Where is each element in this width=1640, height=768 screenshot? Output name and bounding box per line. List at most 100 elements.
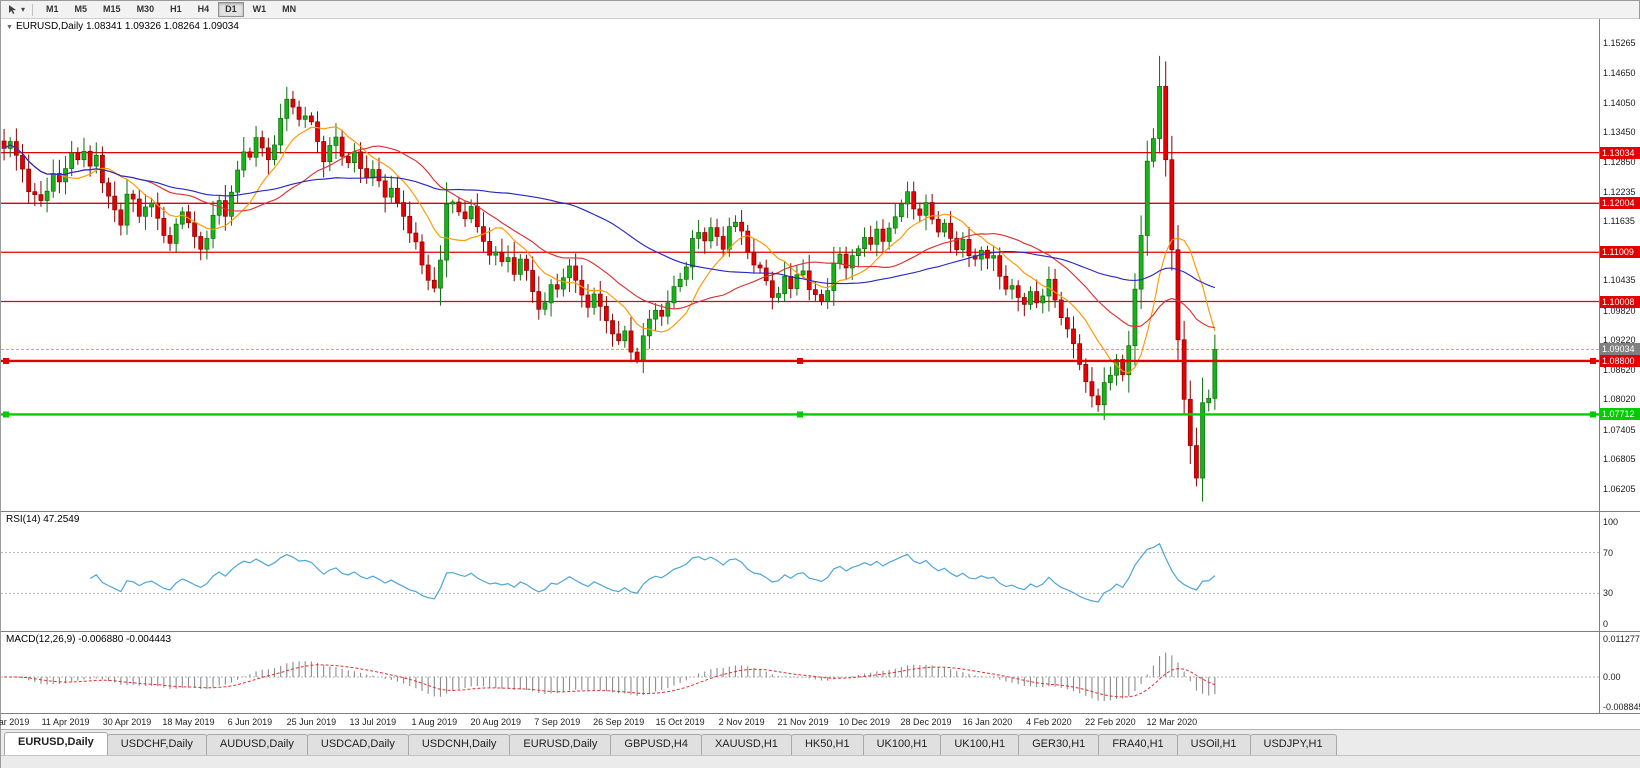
time-axis[interactable]: 23 Mar 2019 11 Apr 2019 30 Apr 2019 18 May …: [0, 713, 1640, 729]
timeframe-button-mn[interactable]: MN: [282, 4, 297, 14]
price-tag: 1.11009: [1600, 246, 1640, 259]
price-tag: 1.07712: [1600, 408, 1640, 421]
timeframe-button-m30[interactable]: M30: [136, 4, 155, 14]
axis-tick: 1.09220: [1603, 335, 1636, 346]
axis-tick: 1.14650: [1603, 68, 1636, 79]
timeframe-button-m1[interactable]: M1: [46, 4, 59, 14]
chart-tab-eurusd-daily[interactable]: EURUSD,Daily: [509, 734, 612, 755]
macd-histogram: [9, 652, 1216, 701]
dropdown-caret-icon[interactable]: ▾: [21, 5, 26, 14]
chart-tab-usdcad-daily[interactable]: USDCAD,Daily: [306, 734, 409, 755]
date-label: 15 Oct 2019: [655, 717, 705, 727]
axis-tick: 1.10435: [1603, 275, 1636, 286]
status-bar: [1, 755, 1640, 768]
axis-tick: 1.12235: [1603, 186, 1636, 197]
date-label: 20 Aug 2019: [470, 717, 522, 727]
timeframe-button-group: M1 M5 M15 M30 H1 H4 D1 W1 MN: [38, 2, 304, 17]
chart-symbol: EURUSD,Daily: [15, 21, 84, 32]
axis-tick: 1.14050: [1603, 97, 1636, 108]
axis-tick: 1.07405: [1603, 424, 1636, 435]
toolbar-separator: [32, 3, 34, 16]
price-axis[interactable]: 1.15265 1.14650 1.14050 1.13450 1.12850 1.122…: [1599, 19, 1640, 511]
price-tag: 1.10008: [1600, 295, 1640, 308]
axis-tick: 100: [1603, 517, 1619, 527]
line-handle[interactable]: [1590, 357, 1596, 364]
moving-average-10: [3, 126, 1216, 374]
line-handle[interactable]: [797, 357, 803, 364]
date-label: 25 Jun 2019: [286, 717, 337, 727]
chart-tab-ger30-h1[interactable]: GER30,H1: [1018, 734, 1100, 755]
chart-tab-gbpusd-h4[interactable]: GBPUSD,H4: [610, 734, 702, 755]
chart-tab-usdjpy-h1[interactable]: USDJPY,H1: [1249, 734, 1337, 755]
candlesticks[interactable]: [1, 55, 1218, 502]
timeframe-button-h1[interactable]: H1: [170, 4, 182, 14]
line-handle[interactable]: [3, 357, 9, 364]
rsi-value: 47.2549: [43, 514, 80, 525]
rsi-name: RSI(14): [6, 514, 41, 525]
chart-tab-usoil-h1[interactable]: USOil,H1: [1176, 734, 1251, 755]
chart-tabbar: EURUSD,Daily USDCHF,Daily AUDUSD,Daily USDC…: [1, 729, 1640, 755]
axis-tick: 0.00: [1603, 672, 1621, 683]
axis-tick: 70: [1603, 547, 1614, 558]
cursor-icon[interactable]: [5, 3, 21, 17]
axis-tick: 30: [1603, 588, 1614, 599]
chart-tab-xauusd-h1[interactable]: XAUUSD,H1: [700, 734, 792, 755]
chart-tab-hk50-h1[interactable]: HK50,H1: [790, 734, 864, 755]
line-handle[interactable]: [1590, 411, 1596, 418]
chart-title: ▼ EURUSD,Daily 1.08341 1.09326 1.08264 1.…: [6, 21, 239, 32]
date-label: 26 Sep 2019: [593, 717, 645, 727]
price-chart-canvas[interactable]: [1, 19, 1599, 511]
axis-tick: 1.06205: [1603, 483, 1636, 494]
main-chart-pane: ▼ EURUSD,Daily 1.08341 1.09326 1.08264 1.…: [1, 19, 1640, 511]
date-label: 12 Mar 2020: [1146, 717, 1198, 727]
macd-title: MACD(12,26,9) -0.006880 -0.004443: [6, 634, 171, 645]
chart-ohlc-values: 1.08341 1.09326 1.08264 1.09034: [85, 21, 239, 32]
date-label: 6 Jun 2019: [227, 717, 273, 727]
macd-signal-line: [4, 664, 1216, 698]
chart-dropdown-icon[interactable]: ▼: [6, 24, 13, 31]
date-label: 13 Jul 2019: [349, 717, 397, 727]
chart-tab-fra40-h1[interactable]: FRA40,H1: [1098, 734, 1178, 755]
axis-tick: 1.08020: [1603, 394, 1636, 405]
date-label: 18 May 2019: [162, 717, 215, 727]
axis-tick: -0.008845: [1603, 701, 1640, 712]
rsi-canvas[interactable]: [1, 512, 1599, 632]
timeframe-button-h4[interactable]: H4: [197, 4, 210, 14]
date-label: 21 Nov 2019: [777, 717, 829, 727]
timeframe-button-w1[interactable]: W1: [252, 4, 267, 14]
macd-axis[interactable]: 0.011277 0.00 -0.008845: [1599, 632, 1640, 713]
date-label: 10 Dec 2019: [839, 717, 891, 727]
chart-tab-eurusd-daily[interactable]: EURUSD,Daily: [4, 732, 108, 755]
date-label: 23 Mar 2019: [0, 717, 30, 727]
axis-tick: 1.06805: [1603, 454, 1636, 465]
timeframe-button-m5[interactable]: M5: [74, 4, 88, 14]
date-label: 11 Apr 2019: [41, 717, 90, 727]
chart-tab-uk100-h1[interactable]: UK100,H1: [940, 734, 1020, 755]
rsi-line: [89, 542, 1216, 603]
date-label: 16 Jan 2020: [962, 717, 1013, 727]
toolbar: ▾ M1 M5 M15 M30 H1 H4 D1 W1 MN: [1, 1, 1639, 19]
date-label: 2 Nov 2019: [718, 717, 765, 727]
date-label: 28 Dec 2019: [900, 717, 952, 727]
timeframe-button-m15[interactable]: M15: [103, 4, 121, 14]
moving-average-55: [3, 144, 1216, 289]
rsi-axis[interactable]: 100 70 30 0: [1599, 512, 1640, 631]
chart-tab-usdcnh-daily[interactable]: USDCNH,Daily: [407, 734, 511, 755]
chart-tab-usdchf-daily[interactable]: USDCHF,Daily: [106, 734, 207, 755]
chart-tab-uk100-h1[interactable]: UK100,H1: [862, 734, 942, 755]
rsi-title: RSI(14) 47.2549: [6, 514, 79, 525]
rsi-pane: RSI(14) 47.2549 100 70 30 0: [1, 511, 1640, 631]
axis-tick: 1.12850: [1603, 156, 1636, 167]
axis-tick: 1.15265: [1603, 37, 1636, 48]
price-tag: 1.13034: [1600, 146, 1640, 159]
line-handle[interactable]: [3, 411, 9, 418]
macd-canvas[interactable]: [1, 632, 1599, 714]
date-label: 7 Sep 2019: [534, 717, 581, 727]
line-handle[interactable]: [797, 411, 803, 418]
chart-tab-audusd-daily[interactable]: AUDUSD,Daily: [205, 734, 308, 755]
axis-tick: 1.11635: [1603, 216, 1635, 227]
date-label: 4 Feb 2020: [1026, 717, 1072, 727]
price-tag: 1.12004: [1600, 197, 1640, 210]
timeframe-button-d1[interactable]: D1: [218, 2, 244, 17]
